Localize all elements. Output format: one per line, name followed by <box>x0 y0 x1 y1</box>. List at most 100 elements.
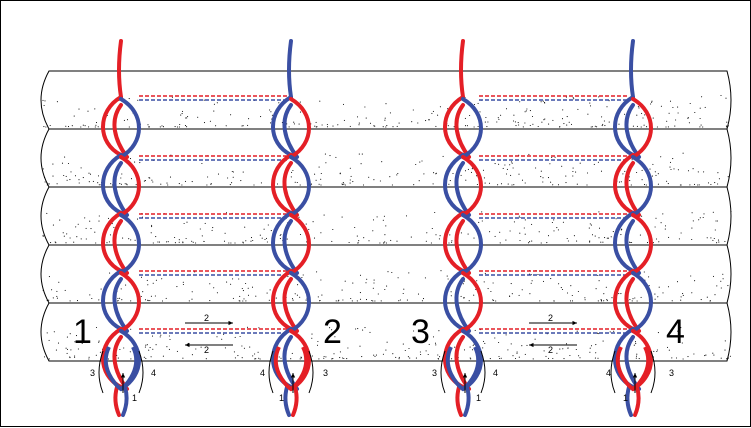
stipple-dot <box>332 125 334 127</box>
stipple-dot <box>524 233 526 235</box>
stipple-dot <box>383 242 385 244</box>
stipple-dot <box>567 240 569 242</box>
stipple-dot <box>180 114 182 116</box>
stipple-dot <box>660 222 662 224</box>
stipple-dot <box>415 357 417 359</box>
stipple-dot <box>677 112 679 114</box>
stipple-dot <box>670 168 672 171</box>
stipple-dot <box>305 223 307 225</box>
arrow-pull-4 <box>632 373 638 393</box>
stipple-dot <box>288 126 290 128</box>
stipple-dot <box>152 242 154 244</box>
stipple-dot <box>607 237 609 239</box>
stipple-dot <box>46 182 48 184</box>
stipple-dot <box>662 213 664 215</box>
stipple-dot <box>537 125 539 128</box>
stipple-dot <box>669 100 672 102</box>
stipple-dot <box>566 237 568 240</box>
stipple-dot <box>130 239 132 241</box>
stipple-dot <box>479 111 481 113</box>
loop-left <box>101 211 123 273</box>
stipple-dot <box>594 125 596 127</box>
stipple-dot <box>467 233 469 235</box>
stipple-dot <box>67 126 70 128</box>
bottom-knot <box>445 346 481 392</box>
stipple-dot <box>656 126 658 128</box>
stipple-dot <box>231 170 233 173</box>
stipple-dot <box>176 286 178 288</box>
stipple-dot <box>720 287 722 289</box>
stipple-dot <box>73 241 75 243</box>
stipple-dot <box>234 242 236 244</box>
stipple-dot <box>185 237 187 240</box>
stipple-dot <box>231 182 233 184</box>
stipple-dot <box>621 228 623 230</box>
stipple-dot <box>482 169 485 171</box>
stipple-dot <box>191 291 193 293</box>
stipple-dot <box>510 283 512 285</box>
stipple-dot <box>449 234 451 236</box>
stipple-dot <box>691 212 693 214</box>
stipple-dot <box>341 183 343 185</box>
stipple-dot <box>65 175 67 177</box>
stipple-dot <box>333 353 335 355</box>
stipple-dot <box>254 358 256 360</box>
stipple-dot <box>357 242 359 244</box>
stipple-dot <box>70 349 72 351</box>
passage-label-top-left: 2 <box>204 313 209 323</box>
loop-left <box>101 269 123 331</box>
stipple-dot <box>292 299 294 301</box>
stipple-dot <box>526 108 528 110</box>
loop-right <box>461 97 483 159</box>
stipple-dot <box>398 122 400 124</box>
stipple-dot <box>724 349 726 351</box>
stipple-dot <box>280 357 282 359</box>
stipple-dot <box>603 293 605 295</box>
stipple-dot <box>371 299 373 302</box>
stipple-dot <box>258 357 260 359</box>
stipple-dot <box>45 126 47 128</box>
stipple-dot <box>95 354 97 356</box>
stipple-dot <box>637 106 639 108</box>
stipple-dot <box>191 298 193 300</box>
stipple-dot <box>552 119 554 121</box>
stipple-dot <box>364 327 366 329</box>
stipple-dot <box>504 164 506 166</box>
stipple-dot <box>167 184 169 186</box>
stipple-dot <box>451 240 453 242</box>
stipple-dot <box>56 183 58 185</box>
stipple-dot <box>69 300 71 302</box>
stipple-dot <box>201 235 203 237</box>
stipple-dot <box>611 297 613 299</box>
stipple-dot <box>720 94 722 97</box>
stipple-dot <box>483 177 485 179</box>
stipple-dot <box>590 126 592 128</box>
stipple-dot <box>641 215 643 217</box>
stipple-dot <box>702 126 704 128</box>
passage-label-bottom-left: 2 <box>204 345 209 355</box>
stipple-dot <box>643 124 645 126</box>
stipple-dot <box>517 122 519 124</box>
stitch-number-1: 1 <box>73 313 92 351</box>
stipple-dot <box>185 117 187 119</box>
stipple-dot <box>668 349 670 351</box>
pull-label-2: 1 <box>279 393 284 403</box>
stipple-dot <box>88 126 90 128</box>
stipple-dot <box>242 300 244 302</box>
stipple-dot <box>680 327 682 329</box>
stipple-dot <box>473 103 476 106</box>
stipple-dot <box>712 211 714 213</box>
stipple-dot <box>385 103 387 105</box>
stipple-dot <box>238 300 240 302</box>
stipple-dot <box>641 112 643 114</box>
stipple-dot <box>48 339 50 341</box>
stipple-dot <box>709 300 712 302</box>
stipple-dot <box>252 239 254 242</box>
stipple-dot <box>320 172 322 175</box>
stipple-dot <box>178 183 180 185</box>
stipple-dot <box>562 221 564 223</box>
stipple-dot <box>323 214 325 216</box>
stipple-dot <box>94 231 96 233</box>
stipple-dot <box>204 222 206 224</box>
stipple-dot <box>497 117 499 119</box>
